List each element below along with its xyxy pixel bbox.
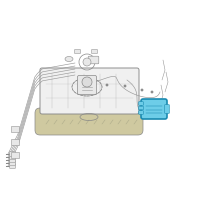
FancyBboxPatch shape	[139, 111, 143, 114]
Circle shape	[83, 58, 91, 66]
FancyBboxPatch shape	[10, 161, 15, 165]
FancyBboxPatch shape	[10, 152, 15, 156]
FancyBboxPatch shape	[165, 105, 169, 113]
Circle shape	[106, 84, 108, 86]
FancyBboxPatch shape	[74, 49, 80, 53]
Ellipse shape	[65, 56, 73, 62]
FancyBboxPatch shape	[139, 106, 143, 110]
FancyBboxPatch shape	[11, 152, 20, 159]
Circle shape	[82, 77, 92, 87]
Circle shape	[141, 89, 143, 91]
Circle shape	[124, 85, 126, 87]
FancyBboxPatch shape	[10, 158, 15, 162]
FancyBboxPatch shape	[40, 68, 139, 114]
FancyBboxPatch shape	[10, 155, 15, 159]
Circle shape	[151, 91, 153, 93]
FancyBboxPatch shape	[78, 75, 96, 95]
FancyBboxPatch shape	[88, 56, 99, 64]
FancyBboxPatch shape	[141, 99, 167, 119]
FancyBboxPatch shape	[35, 108, 143, 135]
FancyBboxPatch shape	[11, 126, 20, 133]
FancyBboxPatch shape	[10, 164, 15, 168]
FancyBboxPatch shape	[11, 139, 20, 146]
FancyBboxPatch shape	[139, 102, 143, 105]
FancyBboxPatch shape	[92, 49, 98, 53]
